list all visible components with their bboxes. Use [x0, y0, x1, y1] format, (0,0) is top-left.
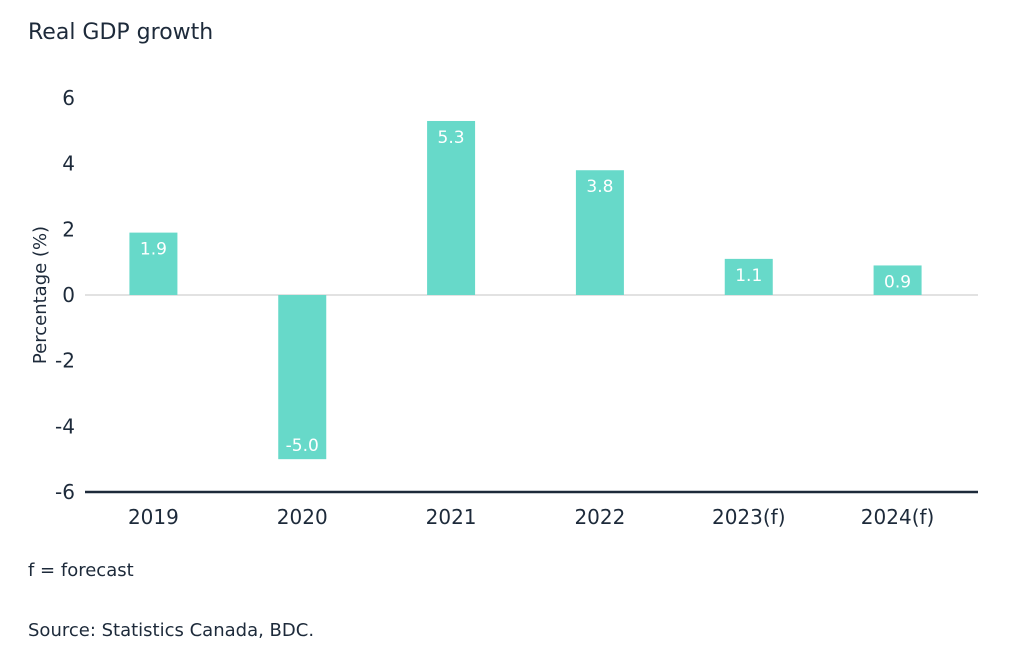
y-axis-ticks: 6 4 2 0 -2 -4 -6	[55, 86, 75, 504]
x-tick-label: 2023(f)	[712, 505, 786, 529]
data-label: -5.0	[286, 436, 319, 456]
x-tick-label: 2020	[277, 505, 328, 529]
x-tick-label: 2024(f)	[861, 505, 935, 529]
bar-2021	[427, 120, 476, 295]
y-tick-label: -2	[55, 349, 75, 373]
y-tick-label: 2	[62, 217, 75, 241]
bar-2023-f	[724, 258, 773, 295]
x-tick-label: 2021	[426, 505, 477, 529]
y-tick-label: 4	[62, 152, 75, 176]
x-axis-ticks: 2019 2020 2021 2022 2023(f) 2024(f)	[128, 505, 934, 529]
source-note: Source: Statistics Canada, BDC.	[28, 620, 315, 641]
x-tick-label: 2022	[574, 505, 625, 529]
data-label: 1.9	[140, 240, 167, 260]
bar-2022	[575, 170, 624, 295]
data-label: 5.3	[438, 128, 465, 148]
data-label: 0.9	[884, 272, 911, 292]
data-label: 1.1	[735, 266, 762, 286]
bar-2019	[129, 232, 178, 295]
data-label: 3.8	[586, 177, 613, 197]
y-tick-label: -4	[55, 414, 75, 438]
bar-2020	[278, 295, 327, 460]
x-tick-label: 2019	[128, 505, 179, 529]
y-tick-label: -6	[55, 480, 75, 504]
y-tick-label: 6	[62, 86, 75, 110]
y-axis-title: Percentage (%)	[30, 226, 51, 364]
forecast-note: f = forecast	[28, 560, 134, 581]
y-tick-label: 0	[62, 283, 75, 307]
chart-title: Real GDP growth	[28, 20, 214, 45]
bars: 1.9 -5.0 5.3 3.8 1.1 0.9	[129, 120, 922, 460]
bar-2024-f	[873, 265, 922, 295]
